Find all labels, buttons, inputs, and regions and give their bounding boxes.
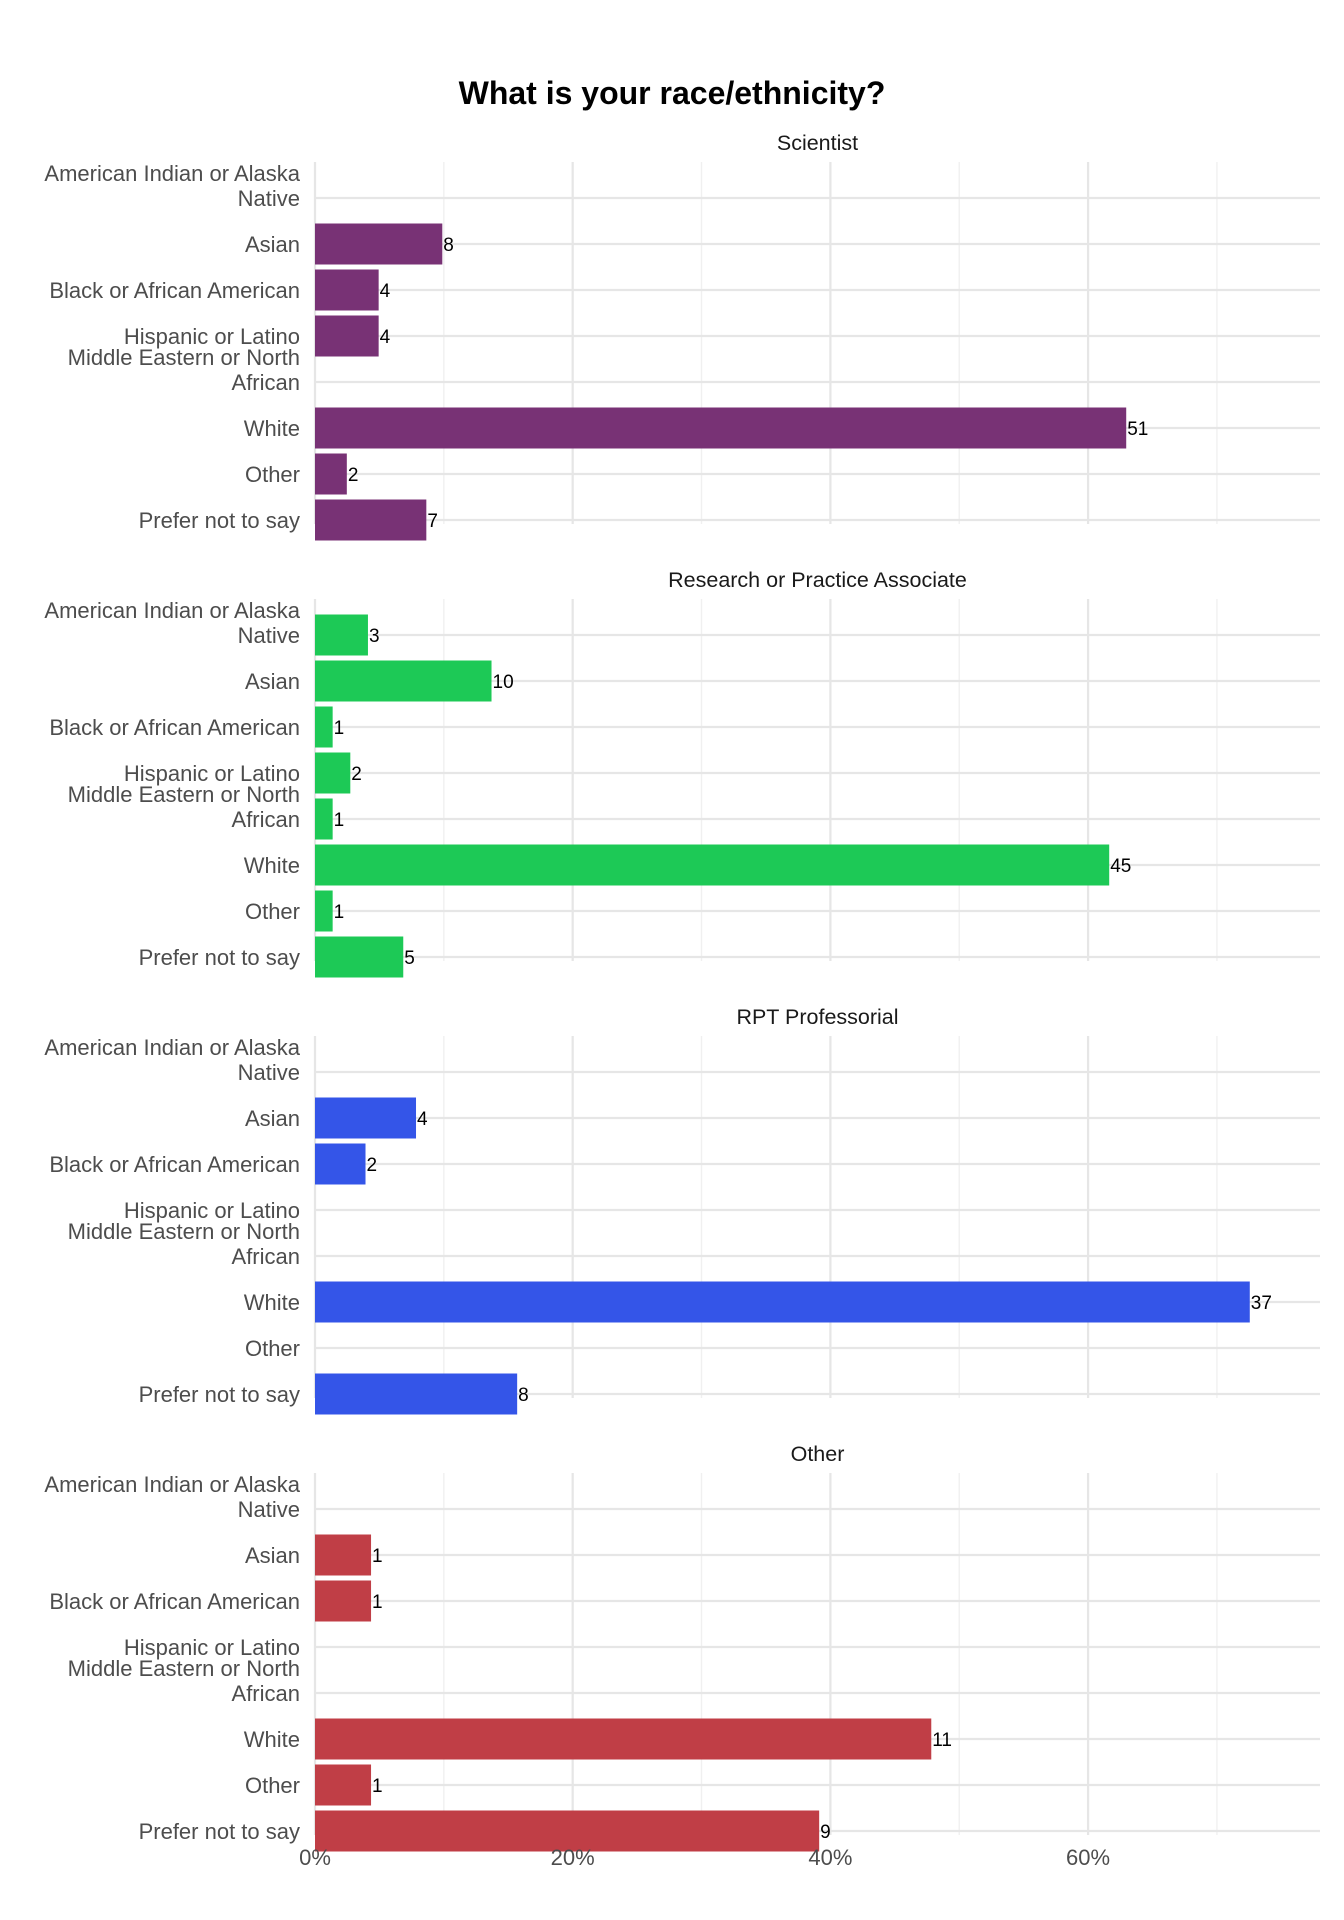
bar (315, 453, 347, 495)
bar (315, 223, 443, 265)
bar (315, 1373, 518, 1415)
category-label: Prefer not to say (139, 1382, 300, 1407)
bar (315, 1810, 820, 1852)
bar (315, 1580, 372, 1622)
category-label: Other (245, 899, 300, 924)
bar (315, 890, 333, 932)
category-label: White (244, 1727, 300, 1752)
bar (315, 1143, 366, 1185)
facet-2: RPT Professorial American Indian or Alask… (44, 1005, 1320, 1415)
bar-value-label: 10 (493, 672, 514, 693)
bar-value-label: 1 (372, 1776, 383, 1797)
bar-value-label: 37 (1251, 1293, 1272, 1314)
category-label: Hispanic or Latino (124, 761, 300, 786)
bar (315, 936, 404, 978)
bar-value-label: 7 (427, 511, 438, 532)
category-label: White (244, 416, 300, 441)
category-label: Other (245, 1336, 300, 1361)
category-label: Middle Eastern or North African (68, 345, 300, 395)
bar (315, 1534, 372, 1576)
bar (315, 269, 379, 311)
facets: Scientist American Indian or Alaska Native… (44, 131, 1320, 1852)
category-label: Asian (245, 1106, 300, 1131)
bar-value-label: 4 (380, 327, 391, 348)
category-label: Asian (245, 669, 300, 694)
bar (315, 660, 492, 702)
bar (315, 1764, 372, 1806)
category-label: Black or African American (49, 1589, 300, 1614)
category-label: Other (245, 462, 300, 487)
x-axis: 0% 20% 40% 60% (299, 1845, 1110, 1870)
category-label: Asian (245, 232, 300, 257)
bar-value-label: 8 (443, 235, 454, 256)
bar-value-label: 1 (334, 718, 345, 739)
category-label: American Indian or Alaska Native (44, 161, 300, 211)
x-tick-label: 20% (551, 1845, 595, 1870)
category-label: American Indian or Alaska Native (44, 598, 300, 648)
facet-0: Scientist American Indian or Alaska Native… (44, 131, 1320, 541)
bar (315, 614, 368, 656)
bar (315, 499, 427, 541)
bar (315, 798, 333, 840)
bar-value-label: 3 (369, 626, 380, 647)
bar (315, 1718, 932, 1760)
category-label: Black or African American (49, 1152, 300, 1177)
bar-value-label: 1 (334, 902, 345, 923)
bar (315, 315, 379, 357)
x-tick-label: 40% (808, 1845, 852, 1870)
bar (315, 407, 1127, 449)
bar-value-label: 9 (820, 1822, 831, 1843)
category-label: American Indian or Alaska Native (44, 1472, 300, 1522)
x-tick-label: 0% (299, 1845, 331, 1870)
facet-title: Other (791, 1442, 845, 1466)
category-label: Prefer not to say (139, 508, 300, 533)
category-label: White (244, 853, 300, 878)
bar-value-label: 1 (334, 810, 345, 831)
facet-title: Scientist (777, 131, 858, 155)
category-label: Hispanic or Latino (124, 1198, 300, 1223)
category-label: Other (245, 1773, 300, 1798)
bar-value-label: 45 (1110, 856, 1131, 877)
bar-value-label: 2 (351, 764, 362, 785)
category-label: White (244, 1290, 300, 1315)
category-label: Hispanic or Latino (124, 1635, 300, 1660)
category-label: Middle Eastern or North African (68, 782, 300, 832)
bar (315, 1281, 1250, 1323)
bar-value-label: 8 (518, 1385, 529, 1406)
bar (315, 706, 333, 748)
category-label: Middle Eastern or North African (68, 1656, 300, 1706)
facet-1: Research or Practice Associate American I… (44, 568, 1320, 978)
bar-value-label: 1 (372, 1592, 383, 1613)
category-label: American Indian or Alaska Native (44, 1035, 300, 1085)
facet-title: RPT Professorial (736, 1005, 898, 1029)
bar-value-label: 2 (367, 1155, 378, 1176)
bar (315, 1097, 417, 1139)
chart-title: What is your race/ethnicity? (459, 75, 886, 111)
category-label: Prefer not to say (139, 1819, 300, 1844)
bar-value-label: 51 (1127, 419, 1148, 440)
category-label: Hispanic or Latino (124, 324, 300, 349)
bar-value-label: 2 (348, 465, 359, 486)
bar-value-label: 4 (380, 281, 391, 302)
x-tick-label: 60% (1066, 1845, 1110, 1870)
bar-value-label: 5 (404, 948, 415, 969)
bar (315, 752, 351, 794)
bar-value-label: 1 (372, 1546, 383, 1567)
bar (315, 844, 1110, 886)
bar-value-label: 11 (932, 1730, 952, 1751)
facet-3: Other American Indian or Alaska Native Asia… (44, 1442, 1320, 1852)
category-label: Prefer not to say (139, 945, 300, 970)
category-label: Black or African American (49, 715, 300, 740)
category-label: Asian (245, 1543, 300, 1568)
category-label: Black or African American (49, 278, 300, 303)
bar-value-label: 4 (417, 1109, 428, 1130)
facet-title: Research or Practice Associate (668, 568, 967, 592)
category-label: Middle Eastern or North African (68, 1219, 300, 1269)
